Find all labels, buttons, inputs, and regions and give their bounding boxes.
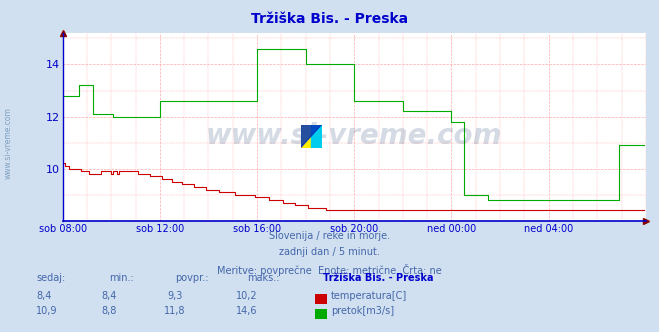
- Polygon shape: [301, 124, 322, 148]
- Text: sedaj:: sedaj:: [36, 273, 65, 283]
- Text: min.:: min.:: [109, 273, 134, 283]
- Text: www.si-vreme.com: www.si-vreme.com: [3, 107, 13, 179]
- Polygon shape: [301, 124, 311, 148]
- Text: zadnji dan / 5 minut.: zadnji dan / 5 minut.: [279, 247, 380, 257]
- Text: 9,3: 9,3: [167, 291, 183, 301]
- Text: 10,2: 10,2: [237, 291, 258, 301]
- Text: 8,4: 8,4: [36, 291, 51, 301]
- Text: 10,9: 10,9: [36, 306, 58, 316]
- Text: Slovenija / reke in morje.: Slovenija / reke in morje.: [269, 231, 390, 241]
- Text: maks.:: maks.:: [247, 273, 279, 283]
- Text: temperatura[C]: temperatura[C]: [331, 291, 407, 301]
- Text: www.si-vreme.com: www.si-vreme.com: [206, 123, 502, 150]
- Polygon shape: [311, 124, 322, 148]
- Text: povpr.:: povpr.:: [175, 273, 208, 283]
- Text: 11,8: 11,8: [164, 306, 185, 316]
- Text: 8,8: 8,8: [101, 306, 117, 316]
- Text: 8,4: 8,4: [101, 291, 117, 301]
- Text: Tržiška Bis. - Preska: Tržiška Bis. - Preska: [323, 273, 434, 283]
- Text: pretok[m3/s]: pretok[m3/s]: [331, 306, 394, 316]
- Text: 14,6: 14,6: [237, 306, 258, 316]
- Text: Tržiška Bis. - Preska: Tržiška Bis. - Preska: [251, 12, 408, 26]
- Text: Meritve: povprečne  Enote: metrične  Črta: ne: Meritve: povprečne Enote: metrične Črta:…: [217, 264, 442, 276]
